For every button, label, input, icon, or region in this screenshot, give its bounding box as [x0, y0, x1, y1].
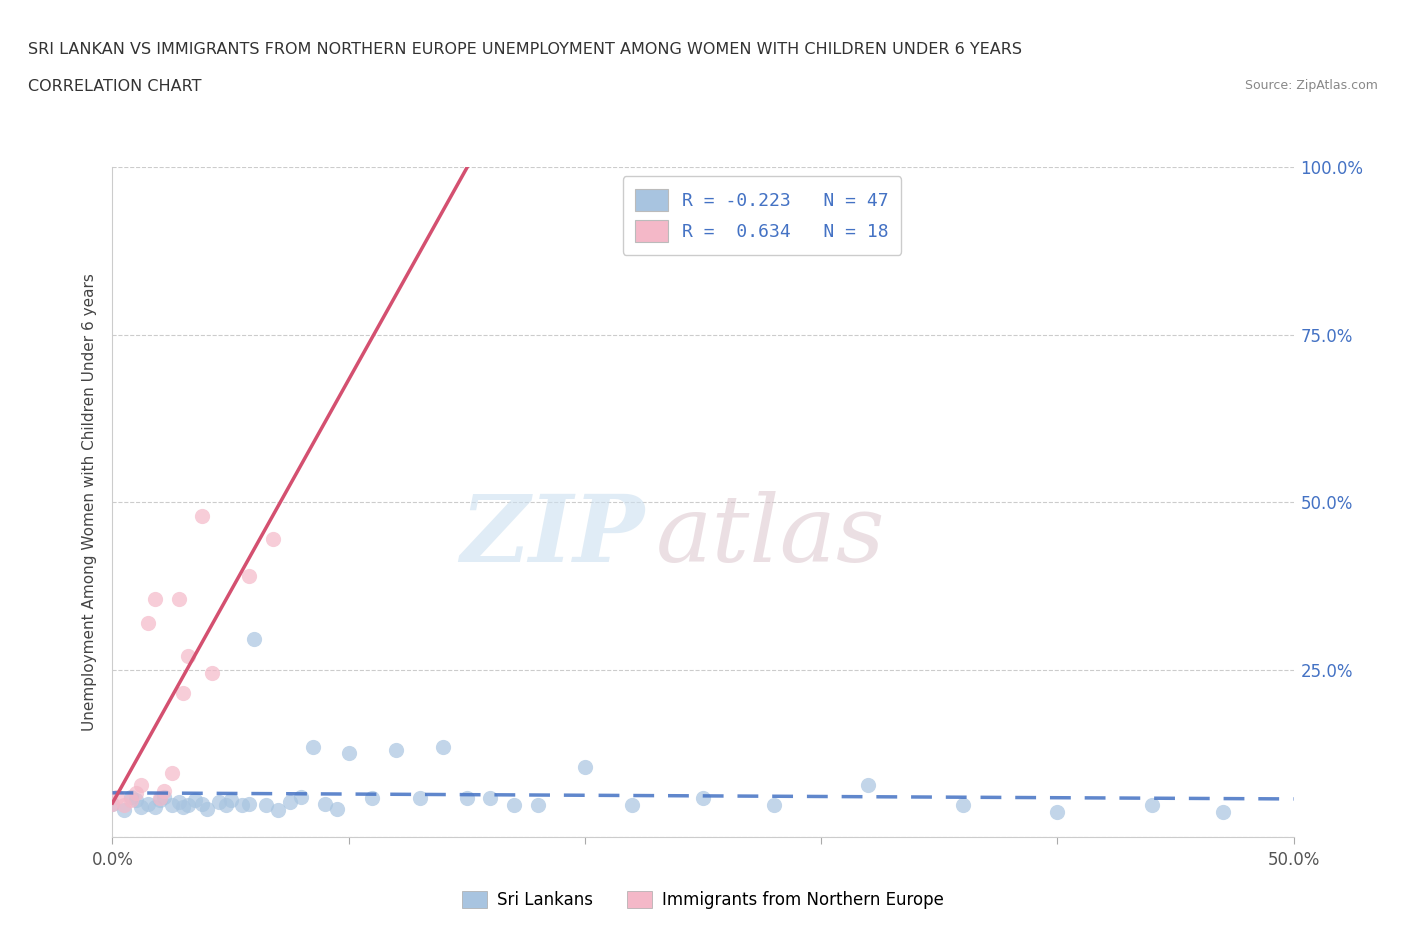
Y-axis label: Unemployment Among Women with Children Under 6 years: Unemployment Among Women with Children U… [82, 273, 97, 731]
Point [149, 792, 172, 807]
Point [129, 800, 152, 815]
Point [762, 797, 785, 812]
Point [432, 739, 454, 754]
Point [278, 795, 301, 810]
Point [479, 790, 502, 805]
Point [160, 766, 183, 781]
Point [526, 797, 548, 812]
Text: atlas: atlas [655, 491, 886, 580]
Point [172, 685, 194, 700]
Text: SRI LANKAN VS IMMIGRANTS FROM NORTHERN EUROPE UNEMPLOYMENT AMONG WOMEN WITH CHIL: SRI LANKAN VS IMMIGRANTS FROM NORTHERN E… [28, 42, 1022, 57]
Point [101, 796, 124, 811]
Point [302, 739, 325, 754]
Point [105, 790, 128, 804]
Point [136, 796, 159, 811]
Point [184, 792, 207, 807]
Text: Source: ZipAtlas.com: Source: ZipAtlas.com [1244, 79, 1378, 92]
Point [167, 591, 190, 606]
Point [215, 797, 238, 812]
Point [195, 802, 218, 817]
Point [101, 796, 124, 811]
Point [143, 591, 166, 606]
Point [125, 792, 148, 807]
Point [456, 790, 478, 805]
Point [692, 790, 714, 805]
Point [201, 666, 224, 681]
Point [143, 800, 166, 815]
Point [503, 797, 526, 812]
Point [1140, 797, 1163, 812]
Point [231, 797, 253, 812]
Point [153, 784, 176, 799]
Point [160, 797, 183, 812]
Point [153, 790, 176, 804]
Point [574, 759, 596, 774]
Point [238, 568, 260, 583]
Point [290, 790, 312, 804]
Legend: Sri Lankans, Immigrants from Northern Europe: Sri Lankans, Immigrants from Northern Eu… [456, 884, 950, 916]
Point [326, 802, 349, 817]
Point [243, 632, 266, 647]
Point [1212, 804, 1234, 819]
Point [858, 777, 880, 792]
Point [136, 616, 159, 631]
Text: CORRELATION CHART: CORRELATION CHART [28, 79, 201, 94]
Text: ZIP: ZIP [460, 491, 644, 580]
Point [177, 797, 200, 812]
Point [385, 742, 408, 757]
Point [125, 786, 148, 801]
Point [167, 795, 190, 810]
Point [238, 796, 260, 811]
Point [1046, 804, 1069, 819]
Point [120, 790, 142, 804]
Point [314, 796, 336, 811]
Point [952, 797, 974, 812]
Point [112, 797, 135, 812]
Point [120, 792, 142, 807]
Point [254, 797, 277, 812]
Point [191, 796, 214, 811]
Point [267, 803, 290, 817]
Point [191, 508, 214, 523]
Point [112, 803, 135, 817]
Point [208, 795, 231, 810]
Point [129, 777, 152, 792]
Point [337, 746, 360, 761]
Point [361, 790, 384, 805]
Point [219, 792, 242, 807]
Point [149, 790, 172, 805]
Point [262, 532, 284, 547]
Point [172, 800, 194, 815]
Point [408, 790, 430, 805]
Point [621, 797, 644, 812]
Point [177, 649, 200, 664]
